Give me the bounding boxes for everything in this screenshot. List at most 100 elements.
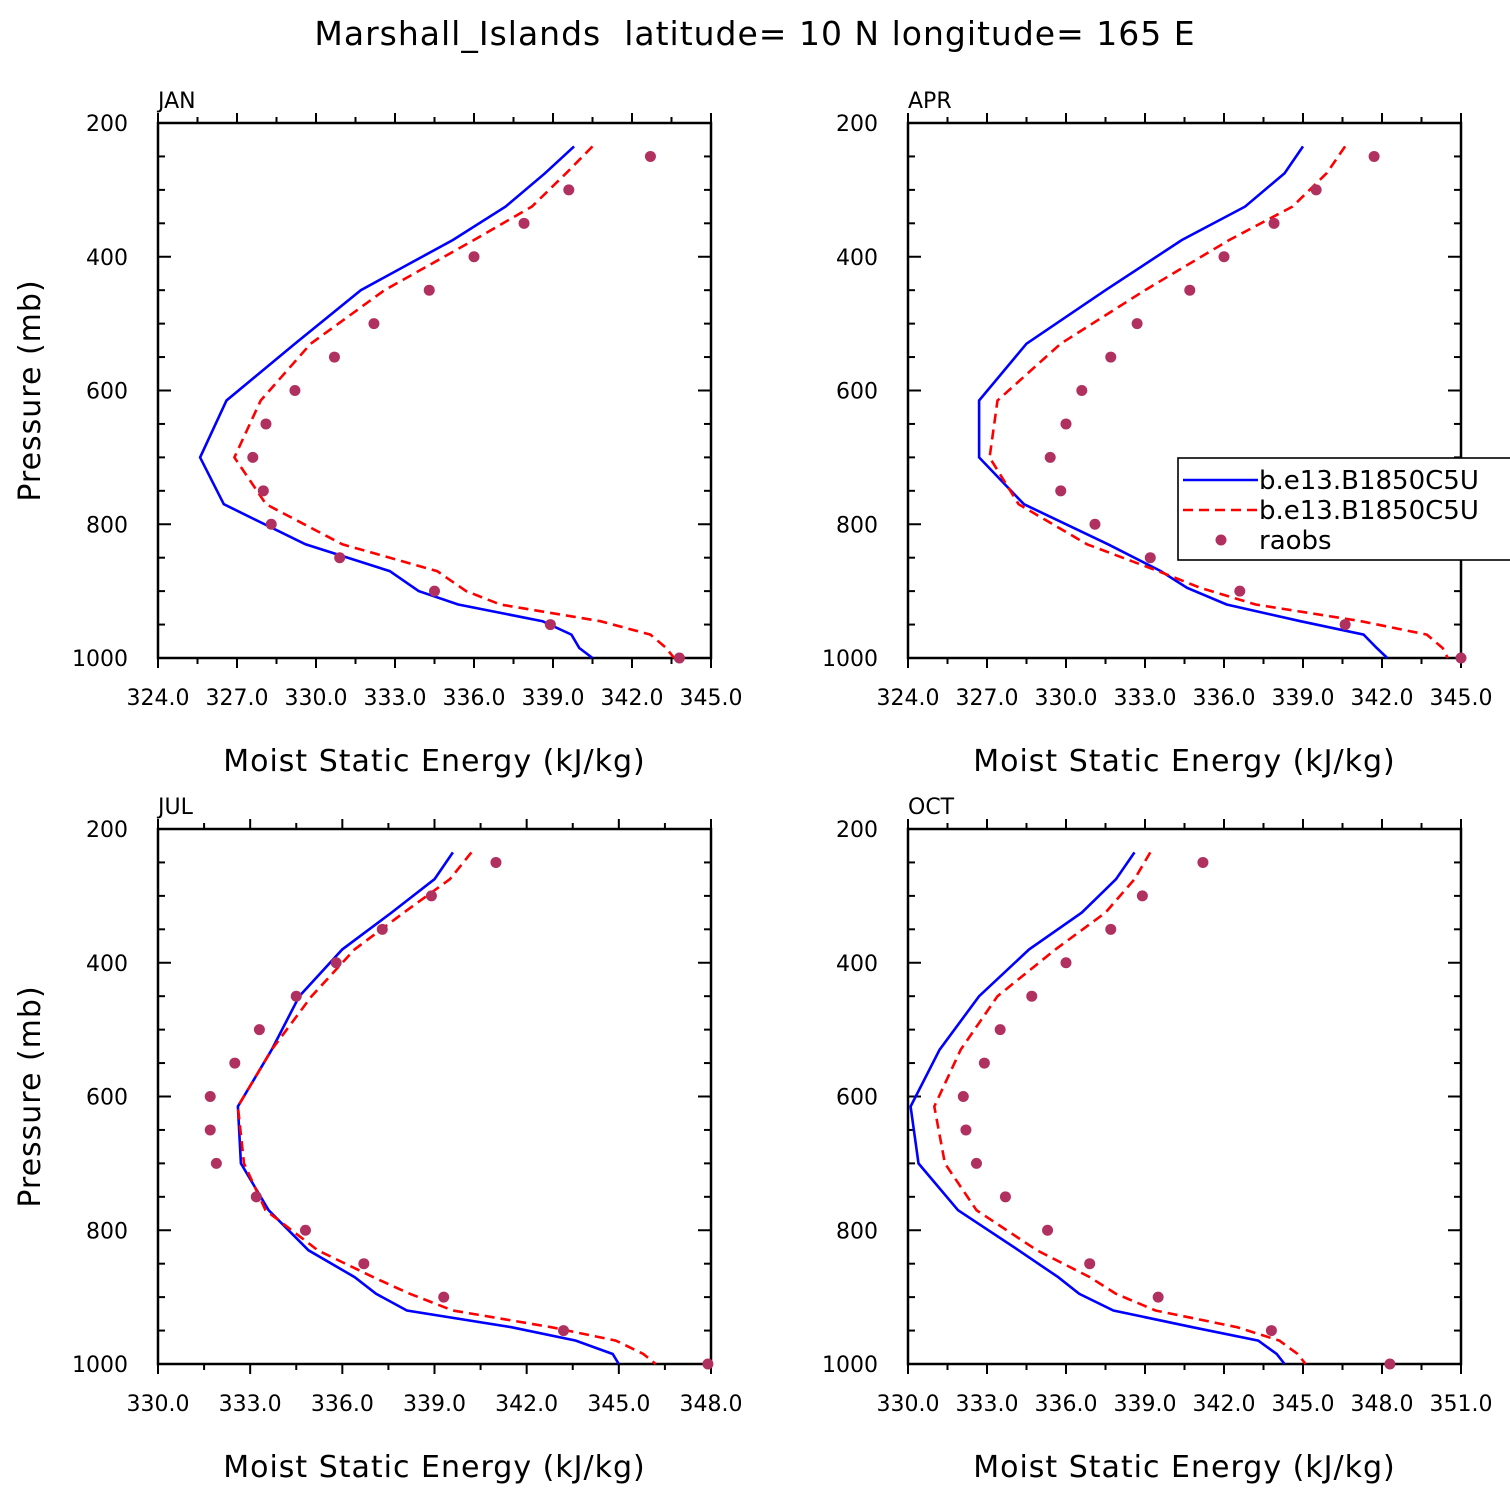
x-tick-label: 342.0 (1193, 1392, 1256, 1417)
x-tick-label: 330.0 (877, 1392, 940, 1417)
x-tick-label: 345.0 (680, 686, 743, 711)
raobs-point (563, 184, 575, 196)
raobs-point (1084, 1258, 1096, 1270)
x-tick-label: 351.0 (1430, 1392, 1493, 1417)
series-line-dashed (932, 851, 1307, 1365)
raobs-point (265, 518, 277, 530)
y-tick-label: 600 (836, 380, 878, 405)
y-tick-label: 1000 (822, 1353, 878, 1378)
raobs-point (368, 318, 380, 330)
raobs-point (425, 890, 437, 902)
y-tick-label: 800 (86, 513, 128, 538)
raobs-point (702, 1358, 714, 1370)
raobs-point (1026, 990, 1038, 1002)
raobs-point (1144, 552, 1156, 564)
y-axis-title: Pressure (mb) (13, 279, 48, 501)
raobs-point (558, 1325, 570, 1337)
figure-title: Marshall_Islands latitude= 10 N longitud… (314, 14, 1195, 53)
x-tick-label: 333.0 (1114, 686, 1177, 711)
raobs-point (423, 284, 435, 296)
legend-marker (1215, 534, 1227, 546)
x-tick-label: 327.0 (206, 686, 269, 711)
raobs-point (376, 923, 388, 935)
raobs-point (1384, 1358, 1396, 1370)
x-tick-label: 324.0 (877, 686, 940, 711)
raobs-point (970, 1157, 982, 1169)
x-tick-label: 345.0 (587, 1392, 650, 1417)
y-tick-label: 600 (86, 1086, 128, 1111)
y-axis-title: Pressure (mb) (13, 985, 48, 1207)
raobs-point (644, 150, 656, 162)
y-tick-label: 200 (86, 818, 128, 843)
raobs-point (204, 1091, 216, 1102)
x-axis-title: Moist Static Energy (kJ/kg) (223, 744, 646, 779)
x-tick-label: 342.0 (601, 686, 664, 711)
x-tick-label: 336.0 (1035, 1392, 1098, 1417)
raobs-point (673, 652, 685, 664)
panel-jul: JUL 200 400 600 800 1000 330.0 333.0 336.0 339.0 3… (13, 795, 742, 1485)
raobs-point (358, 1258, 370, 1270)
raobs-point (1197, 856, 1209, 868)
series-line-dashed (232, 145, 676, 659)
x-tick-label: 333.0 (956, 1392, 1019, 1417)
raobs-point (468, 251, 480, 263)
raobs-point (429, 585, 440, 597)
x-axis-title: Moist Static Energy (kJ/kg) (973, 744, 1396, 779)
x-tick-label: 348.0 (1351, 1392, 1414, 1417)
raobs-point (1055, 485, 1067, 497)
x-tick-label: 333.0 (219, 1392, 282, 1417)
raobs-point (299, 1224, 311, 1236)
x-tick-label: 330.0 (285, 686, 348, 711)
raobs-point (328, 351, 340, 363)
x-tick-label: 342.0 (495, 1392, 558, 1417)
x-tick-label: 339.0 (522, 686, 585, 711)
raobs-point (1310, 184, 1322, 196)
raobs-point (1131, 318, 1143, 330)
x-tick-label: 324.0 (127, 686, 190, 711)
raobs-point (250, 1191, 262, 1203)
y-tick-label: 200 (836, 112, 878, 137)
x-tick-label: 339.0 (403, 1392, 466, 1417)
series-line-solid (909, 851, 1286, 1365)
raobs-point (999, 1191, 1011, 1203)
raobs-point (289, 385, 301, 396)
panel-label: JAN (156, 89, 196, 114)
series-line-solid (236, 851, 620, 1365)
raobs-point (204, 1124, 216, 1136)
raobs-point (1339, 619, 1351, 631)
raobs-point (253, 1024, 265, 1036)
panel-jan: JAN 200 400 600 800 1000 324.0 327.0 330.0 333.0 3… (13, 89, 742, 779)
raobs-point (1105, 923, 1117, 935)
x-tick-label: 336.0 (1193, 686, 1256, 711)
x-tick-label: 345.0 (1430, 686, 1493, 711)
raobs-point (210, 1157, 222, 1169)
y-tick-label: 400 (86, 952, 128, 977)
raobs-point (490, 856, 502, 868)
y-tick-label: 1000 (72, 647, 128, 672)
raobs-point (960, 1124, 972, 1136)
series-line-solid (977, 145, 1389, 659)
y-tick-label: 800 (86, 1219, 128, 1244)
raobs-point (518, 217, 530, 229)
x-axis-title: Moist Static Energy (kJ/kg) (973, 1450, 1396, 1485)
y-tick-label: 800 (836, 513, 878, 538)
raobs-point (1152, 1291, 1164, 1303)
raobs-point (260, 418, 272, 430)
x-tick-label: 342.0 (1351, 686, 1414, 711)
raobs-point (334, 552, 346, 564)
raobs-point (1368, 150, 1380, 162)
series-line-dashed (988, 145, 1449, 659)
raobs-point (1218, 251, 1230, 263)
raobs-point (1076, 385, 1088, 396)
raobs-point (438, 1291, 450, 1303)
raobs-point (1136, 890, 1148, 902)
x-axis-title: Moist Static Energy (kJ/kg) (223, 1450, 646, 1485)
raobs-point (1184, 284, 1196, 296)
y-tick-label: 600 (86, 380, 128, 405)
y-tick-label: 1000 (72, 1353, 128, 1378)
legend-label: b.e13.B1850C5U (1259, 496, 1479, 526)
raobs-point (994, 1024, 1006, 1036)
x-tick-label: 330.0 (127, 1392, 190, 1417)
raobs-point (330, 957, 342, 969)
